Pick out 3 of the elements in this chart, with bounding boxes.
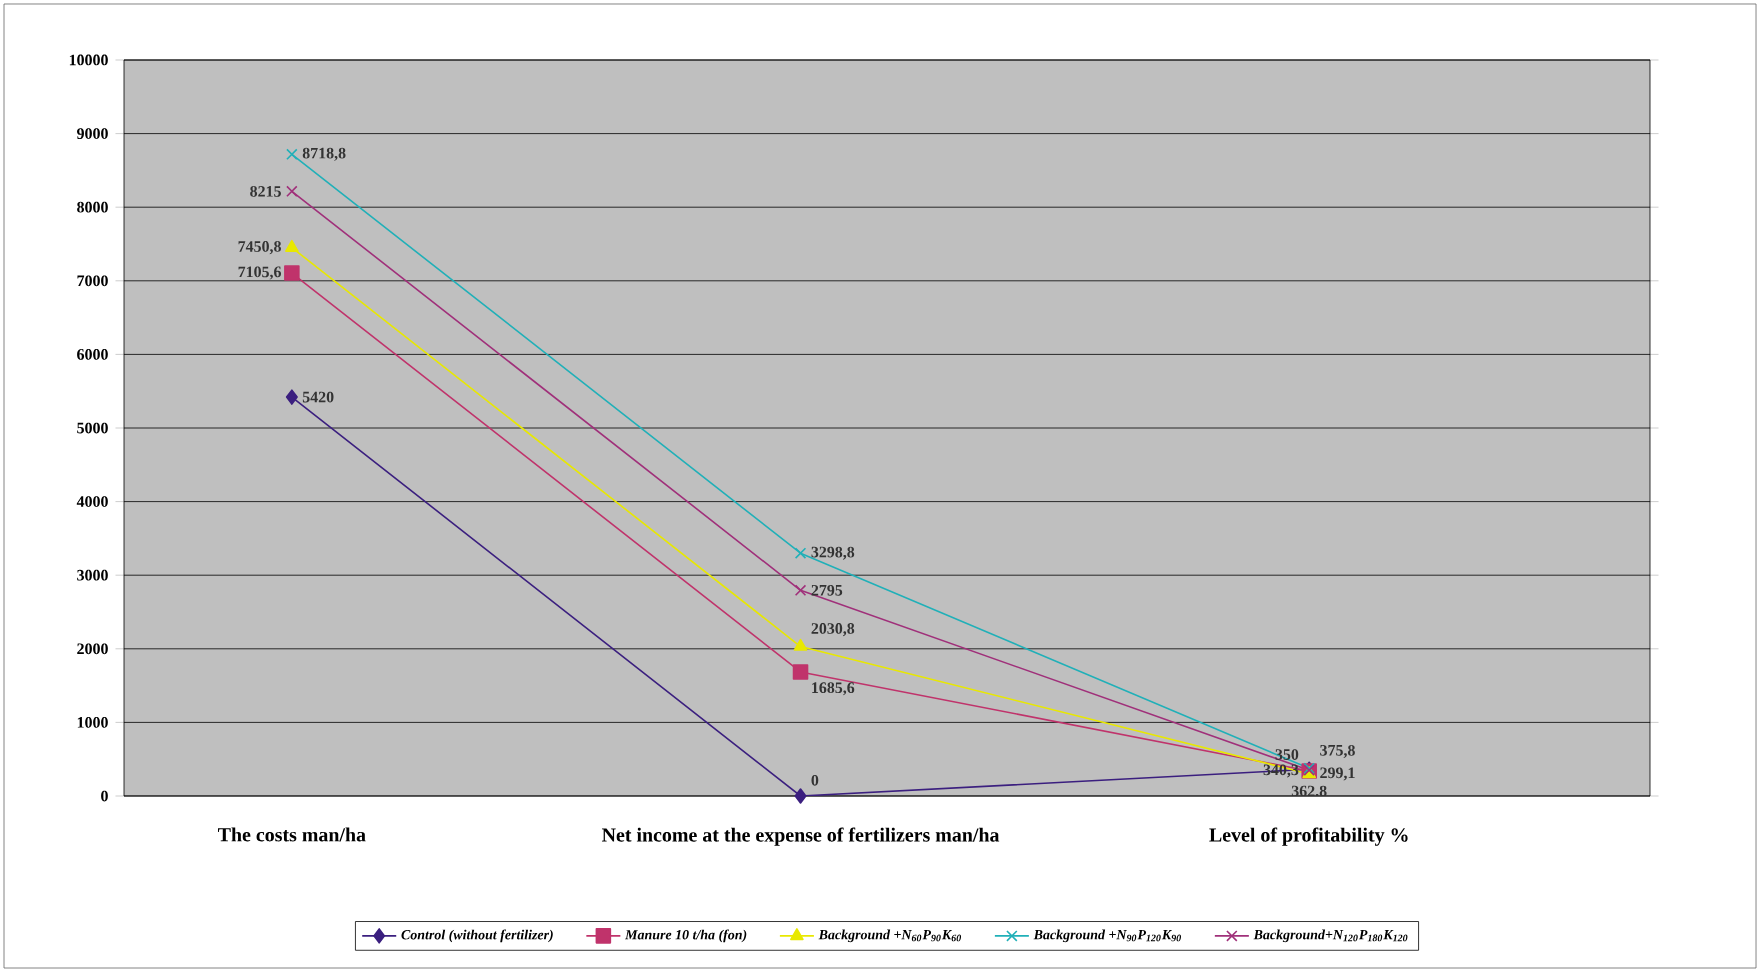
x-tick-label: Net income at the expense of fertilizers man/ha <box>601 827 1000 846</box>
x-tick-label: Level of profitability % <box>1209 827 1408 846</box>
x-tick-label: The costs man/ha <box>218 827 366 842</box>
